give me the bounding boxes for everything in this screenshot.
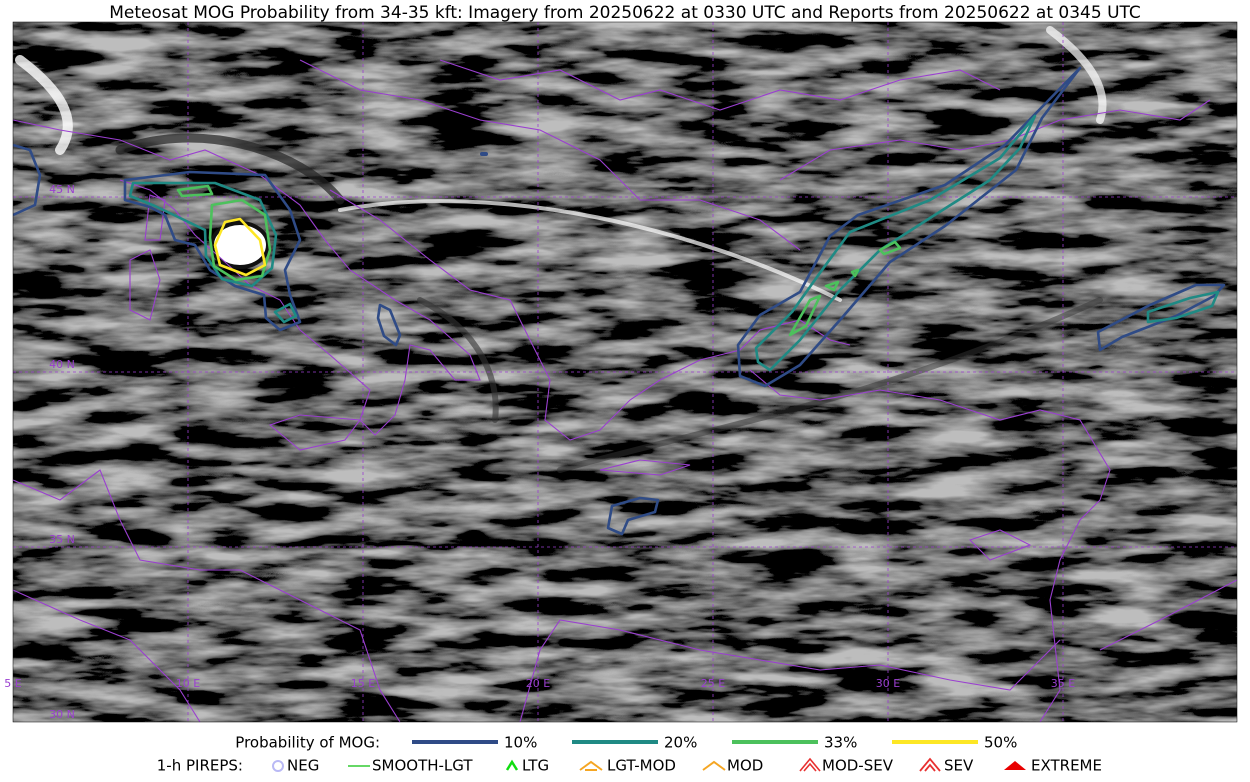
coastlines bbox=[13, 59, 1237, 722]
graticule-labels: 45 N 40 N 35 N 30 N 5 E 10 E 15 E 20 E 25 E 30 E 3… bbox=[4, 183, 1075, 721]
contour-10 bbox=[123, 170, 302, 332]
contour-10 bbox=[376, 303, 402, 347]
legend-label: NEG bbox=[287, 757, 319, 775]
legend-label: MOD bbox=[727, 757, 763, 775]
legend-label: 10% bbox=[504, 734, 537, 752]
legend: Probability of MOG: 1-h PIREPS: 10% 20% 33… bbox=[157, 734, 1102, 775]
lon-label: 25 E bbox=[701, 677, 725, 690]
legend-label: SEV bbox=[944, 757, 974, 775]
legend-label: MOD-SEV bbox=[822, 757, 894, 775]
legend-label: 20% bbox=[664, 734, 697, 752]
contour-50 bbox=[213, 217, 267, 277]
pirep-icon bbox=[579, 760, 603, 771]
map bbox=[13, 22, 1237, 722]
legend-label: 50% bbox=[984, 734, 1017, 752]
contour-10 bbox=[606, 496, 660, 536]
lat-label: 45 N bbox=[49, 183, 75, 196]
graticule bbox=[13, 22, 1237, 722]
pirep-icon bbox=[799, 757, 821, 772]
speck bbox=[480, 152, 488, 156]
contour-10 bbox=[1096, 283, 1226, 352]
lon-label: 20 E bbox=[526, 677, 550, 690]
contour-33 bbox=[176, 184, 272, 282]
lon-label: 15 E bbox=[351, 677, 375, 690]
lon-label: 35 E bbox=[1051, 677, 1075, 690]
contour-10 bbox=[13, 143, 42, 217]
contour-20 bbox=[1146, 290, 1220, 324]
legend-label: LGT-MOD bbox=[607, 757, 676, 775]
pirep-icon bbox=[702, 760, 726, 771]
pirep-icon bbox=[1004, 761, 1026, 770]
legend-label: SMOOTH-LGT bbox=[372, 757, 473, 775]
title: Meteosat MOG Probability from 34-35 kft:… bbox=[109, 3, 1141, 23]
contour-33 bbox=[788, 240, 902, 337]
pirep-icon bbox=[505, 759, 519, 771]
lat-label: 30 N bbox=[49, 708, 75, 721]
pirep-icon bbox=[919, 757, 941, 772]
lat-label: 40 N bbox=[49, 358, 75, 371]
map-frame bbox=[12, 21, 1238, 723]
lon-label: 10 E bbox=[176, 677, 200, 690]
lon-label: 30 E bbox=[876, 677, 900, 690]
contour-10 bbox=[736, 66, 1082, 388]
legend-label: LTG bbox=[522, 757, 549, 775]
contour-20 bbox=[754, 114, 1037, 372]
legend-label: EXTREME bbox=[1031, 757, 1102, 775]
contour-20 bbox=[273, 302, 298, 324]
legend-label: 33% bbox=[824, 734, 857, 752]
contour-20 bbox=[128, 181, 278, 288]
probability-contours bbox=[13, 66, 1226, 536]
legend-title: 1-h PIREPS: bbox=[157, 757, 243, 775]
lon-label: 5 E bbox=[4, 677, 21, 690]
lat-label: 35 N bbox=[49, 533, 75, 546]
legend-title: Probability of MOG: bbox=[235, 734, 380, 752]
pirep-icon bbox=[272, 760, 284, 772]
